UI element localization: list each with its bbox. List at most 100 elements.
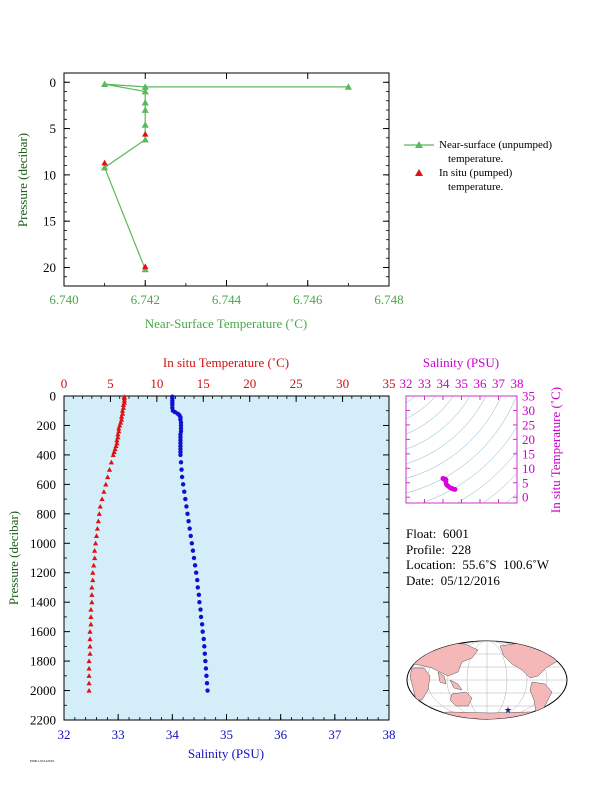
- salinity-point: [187, 526, 192, 531]
- temperature-point: [105, 474, 111, 480]
- temperature-point: [86, 673, 92, 678]
- chart1-plot-frame: [63, 72, 390, 287]
- temperature-point: [86, 680, 92, 686]
- salinity-point: [195, 585, 200, 590]
- temperature-point: [94, 525, 101, 531]
- salinity-point: [201, 636, 206, 642]
- temperature-point: [89, 584, 95, 590]
- unpumped-temperature-point: [101, 80, 109, 87]
- temperature-point: [92, 548, 98, 553]
- salinity-point: [197, 599, 202, 605]
- legend-unpumped-line2: temperature.: [448, 153, 504, 165]
- temperature-point: [87, 636, 93, 642]
- legend-pumped-line2: temperature.: [448, 181, 504, 193]
- salinity-point: [180, 482, 186, 487]
- ts-y-tick-label: 35: [522, 389, 535, 404]
- unpumped-temperature-line: [103, 83, 349, 270]
- temperature-point: [87, 651, 93, 656]
- pumped-temperature-point: [101, 159, 108, 166]
- ts-y-tick-label: 30: [522, 403, 535, 418]
- unpumped-temperature-point: [101, 163, 109, 171]
- chart2-temp-tick-label: 15: [197, 376, 210, 391]
- chart2-sal-tick-label: 38: [383, 727, 396, 742]
- temperature-point: [90, 570, 96, 575]
- ts-y-tick-label: 0: [522, 490, 529, 505]
- temperature-point: [118, 416, 125, 422]
- temperature-point: [90, 577, 96, 583]
- chart2-sal-tick-label: 35: [220, 727, 233, 742]
- salinity-point: [178, 452, 183, 458]
- ts-point: [452, 487, 458, 492]
- chart1-ylabel: Pressure (decibar): [15, 133, 30, 227]
- ts-y-tick-label: 25: [522, 417, 535, 432]
- ts-x-tick-label: 35: [455, 376, 468, 391]
- temperature-point: [88, 621, 94, 627]
- chart2-temp-tick-label: 25: [290, 376, 303, 391]
- temperature-point: [86, 687, 92, 693]
- chart2-y-tick-label: 1000: [30, 536, 56, 551]
- ts-x-tick-label: 36: [474, 376, 488, 391]
- salinity-point: [183, 496, 188, 502]
- chart2-y-tick-label: 1400: [30, 595, 56, 610]
- salinity-point: [186, 518, 191, 524]
- salinity-point: [196, 592, 202, 598]
- temperature-point: [88, 606, 94, 612]
- chart1-y-tick-label: 5: [50, 121, 57, 136]
- salinity-point: [189, 541, 195, 546]
- legend-unpumped-line1: Near-surface (unpumped): [439, 139, 552, 151]
- chart1-x-tick-label: 6.742: [131, 292, 160, 307]
- chart1-xlabel: Near-Surface Temperature (˚C): [145, 316, 307, 331]
- chart2-y-tick-label: 1600: [30, 624, 56, 639]
- temperature-point: [87, 643, 93, 649]
- ts-x-tick-label: 32: [400, 376, 413, 391]
- temperature-point: [106, 467, 113, 472]
- salinity-point: [179, 467, 184, 472]
- unpumped-temperature-point: [141, 106, 149, 113]
- ts-xlabel: Salinity (PSU): [423, 355, 499, 370]
- salinity-point: [190, 548, 196, 553]
- temperature-point: [91, 562, 97, 568]
- unpumped-temperature-point: [141, 136, 149, 143]
- salinity-point: [203, 666, 209, 671]
- temperature-point: [99, 496, 105, 502]
- temperature-point: [115, 434, 121, 440]
- temperature-point: [120, 405, 127, 410]
- salinity-point: [178, 460, 184, 465]
- chart2-sal-tick-label: 34: [166, 727, 180, 742]
- salinity-point: [202, 651, 208, 656]
- float-location: Location: 55.6˚S 100.6˚W: [406, 557, 549, 572]
- chart1-y-tick-label: 10: [43, 167, 56, 182]
- profile-chart: 0200400600800100012001400160018002000220…: [6, 355, 396, 761]
- chart2-y-tick-label: 0: [50, 389, 57, 404]
- chart2-temp-tick-label: 10: [150, 376, 163, 391]
- chart2-temp-tick-label: 5: [107, 376, 114, 391]
- chart2-plot-background: [63, 395, 390, 721]
- salinity-point: [204, 673, 209, 679]
- footer-stamp: P6001-05122016: [30, 759, 54, 763]
- temperature-point: [118, 419, 124, 425]
- chart2-temp-tick-label: 0: [61, 376, 68, 391]
- profile-number: Profile: 228: [406, 541, 471, 557]
- profile-date: Date: 05/12/2016: [406, 572, 500, 588]
- chart2-y-tick-label: 600: [37, 477, 57, 492]
- chart1-x-tick-label: 6.748: [374, 292, 403, 307]
- chart1-x-tick-label: 6.740: [49, 292, 78, 307]
- legend-pumped-line1: In situ (pumped): [439, 167, 513, 179]
- chart2-top-xlabel: In situ Temperature (˚C): [163, 355, 289, 370]
- temperature-point: [113, 443, 119, 449]
- salinity-point: [179, 474, 185, 480]
- temperature-point: [86, 665, 92, 671]
- chart2-temp-tick-label: 35: [383, 376, 396, 391]
- temperature-point: [103, 481, 109, 487]
- chart1-x-tick-label: 6.744: [212, 292, 242, 307]
- temperature-point: [117, 422, 123, 428]
- temperature-point: [89, 592, 95, 597]
- salinity-point: [193, 570, 199, 575]
- temperature-point: [93, 533, 100, 538]
- temperature-point: [88, 614, 94, 619]
- ts-x-tick-label: 37: [492, 376, 506, 391]
- salinity-point: [205, 688, 210, 693]
- temperature-point: [119, 408, 126, 413]
- chart2-sal-tick-label: 36: [274, 727, 288, 742]
